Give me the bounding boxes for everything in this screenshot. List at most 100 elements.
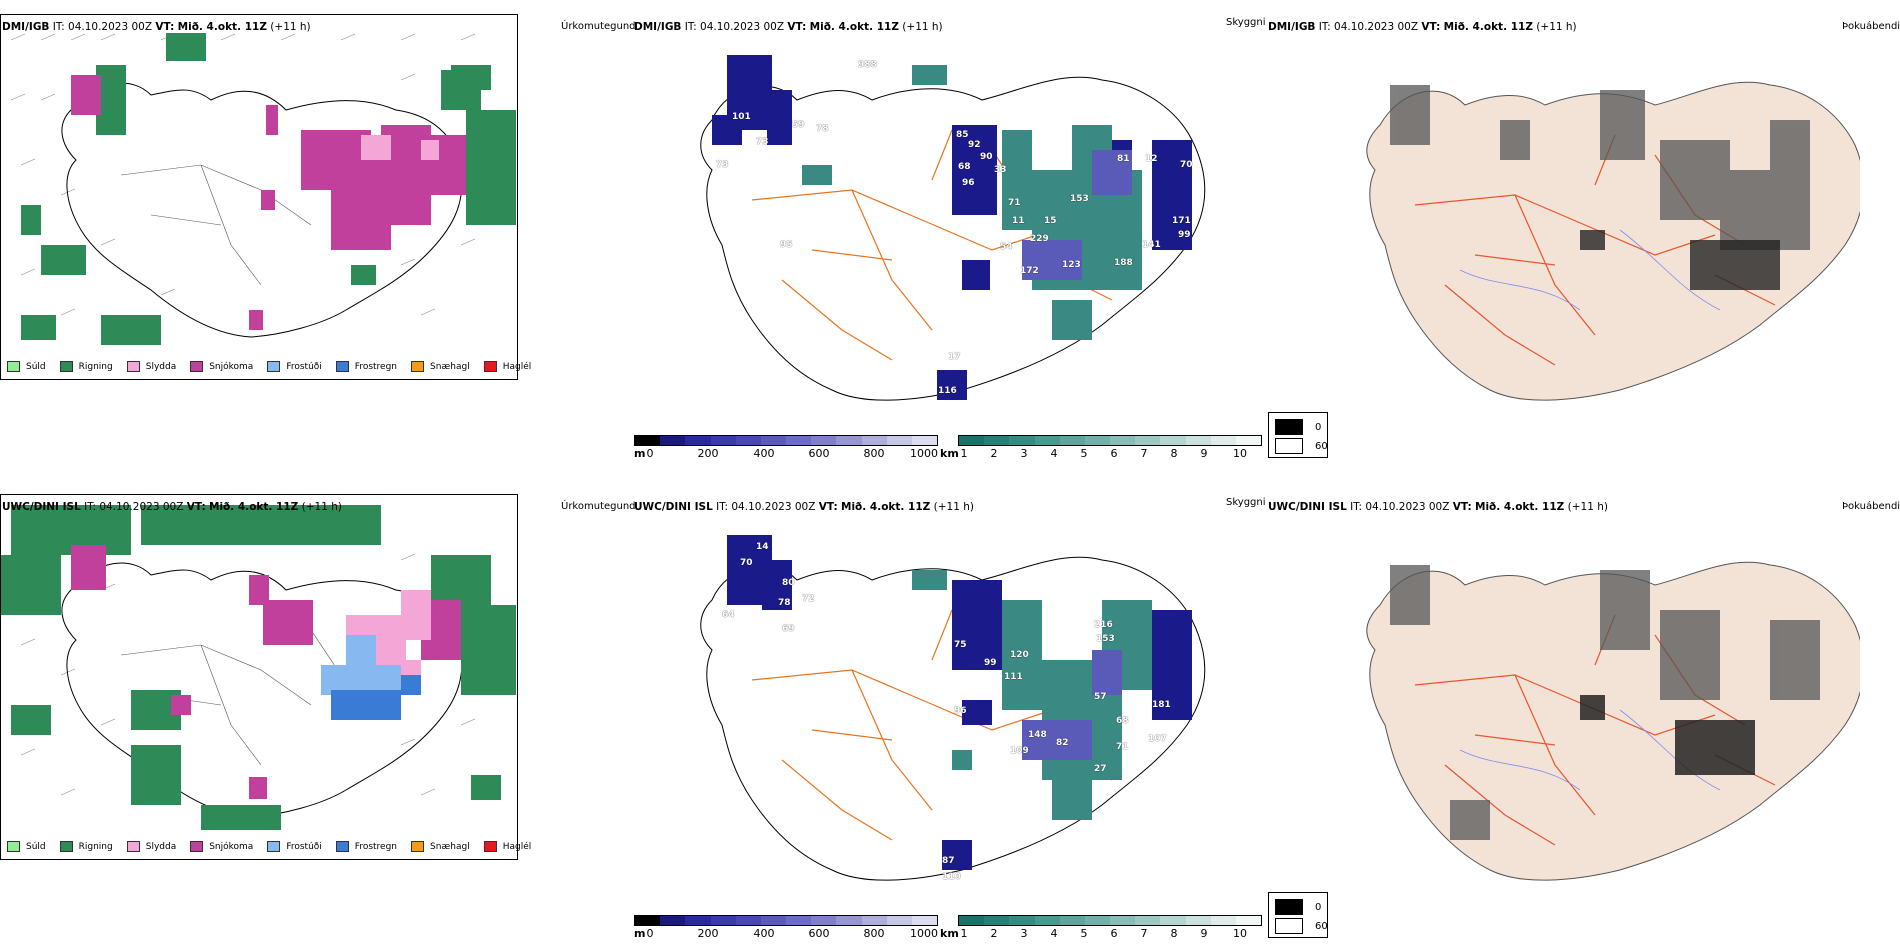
iceland-outline-top2	[700, 76, 1206, 401]
vis-label: 111	[1004, 672, 1023, 682]
vis-label: 153	[1070, 194, 1089, 204]
swatch-icon	[126, 841, 140, 852]
panel-title-visibility-bottom: UWC/DINI ISL IT: 04.10.2023 00Z VT: Mið.…	[634, 501, 974, 513]
legend-item-sleet: Slydda	[126, 361, 176, 372]
swatch-icon	[267, 841, 281, 852]
vis-label: 73	[716, 160, 729, 170]
vis-label: 68	[958, 162, 971, 172]
vis-m-colorbar-bottom	[634, 915, 938, 926]
vis-label: 107	[1148, 734, 1167, 744]
vis-label: 116	[938, 386, 957, 396]
precip-legend-bottom: Súld Rigning Slydda Snjókoma Frostúði Fr…	[7, 841, 545, 852]
precip-legend-top: Súld Rigning Slydda Snjókoma Frostúði Fr…	[7, 361, 545, 372]
vis-label: 95	[780, 240, 793, 250]
vis-label: 68	[1116, 716, 1129, 726]
vis-label: 33	[994, 165, 1007, 175]
vis-label: 123	[1062, 260, 1081, 270]
vis-label: 101	[732, 112, 751, 122]
panel-title-visibility-top: DMI/IGB IT: 04.10.2023 00Z VT: Mið. 4.ok…	[634, 21, 943, 33]
vis-km-colorbar-bottom	[958, 915, 1262, 926]
panel-title-precip-top: DMI/IGB IT: 04.10.2023 00Z VT: Mið. 4.ok…	[2, 21, 311, 33]
legend-item-snow-pellets: Snæhagl	[411, 361, 470, 372]
legend-item-freezing-drizzle: Frostúði	[267, 361, 322, 372]
vis-label: 54	[1000, 242, 1013, 252]
vis-label: 120	[1010, 650, 1029, 660]
vis-label: 80	[782, 578, 795, 588]
legend-item-freezing-rain: Frostregn	[335, 361, 397, 372]
vis-label: 15	[1044, 216, 1057, 226]
vis-label: 229	[1030, 234, 1049, 244]
swatch-icon	[267, 361, 281, 372]
swatch-icon	[411, 841, 425, 852]
legend-item-drizzle: Súld	[7, 841, 46, 852]
vis-km-unit: km	[940, 927, 959, 940]
swatch-icon	[411, 361, 425, 372]
fog-map-bottom	[1366, 561, 1860, 881]
panel-name-fog-bottom: Þokuábendi	[1842, 501, 1900, 512]
vis-label: 72	[802, 594, 815, 604]
precip-type-panel-top: Súld Rigning Slydda Snjókoma Frostúði Fr…	[0, 14, 531, 380]
vis-label: 81	[1117, 154, 1130, 164]
swatch-icon	[59, 361, 73, 372]
swatch-icon	[190, 361, 204, 372]
vis-label: 82	[1056, 738, 1069, 748]
vis-label: 171	[1172, 216, 1191, 226]
swatch-icon	[126, 361, 140, 372]
legend-item-snow: Snjókoma	[190, 841, 253, 852]
iceland-outline-top3	[1366, 81, 1860, 401]
vis-label: 78	[778, 598, 791, 608]
vis-km-ticks-top: 1 2 3 4 5 6 7 8 9 10	[960, 447, 1248, 460]
legend-item-rain: Rigning	[59, 361, 113, 372]
iceland-outline-bottom3	[1366, 561, 1860, 881]
fog-panel-bottom	[1300, 510, 1860, 910]
vis-label: 99	[984, 658, 997, 668]
vis-label: 27	[1094, 764, 1107, 774]
legend-item-hail: Haglél	[483, 361, 531, 372]
vis-label: 70	[740, 558, 753, 568]
legend-item-snow: Snjókoma	[190, 361, 253, 372]
vis-km-unit: km	[940, 447, 959, 460]
vis-m-unit: m	[634, 447, 646, 460]
vis-label: 73	[756, 137, 769, 147]
swatch-icon	[190, 841, 204, 852]
vis-label: 69	[782, 624, 795, 634]
swatch-icon	[1275, 918, 1303, 934]
swatch-icon	[59, 841, 73, 852]
iceland-outline-bottom1	[61, 562, 463, 818]
iceland-outline-top1	[61, 82, 463, 338]
vis-label: 78	[816, 124, 829, 134]
vis-m-ticks-bottom: 0 200 400 600 800 1000	[646, 927, 939, 940]
fog-panel-top	[1300, 30, 1860, 430]
panel-title-fog-bottom: UWC/DINI ISL IT: 04.10.2023 00Z VT: Mið.…	[1268, 501, 1608, 513]
fog-legend-bottom: 0 60	[1268, 892, 1328, 938]
legend-item-drizzle: Súld	[7, 361, 46, 372]
panel-title-precip-bottom: UWC/DINI ISL IT: 04.10.2023 00Z VT: Mið.…	[2, 501, 342, 513]
swatch-icon	[7, 361, 20, 372]
vis-label: 90	[980, 152, 993, 162]
vis-label: 57	[1094, 692, 1107, 702]
swatch-icon	[1275, 419, 1303, 435]
legend-item-sleet: Slydda	[126, 841, 176, 852]
precip-map-top	[10, 33, 516, 345]
vis-label: 109	[1010, 746, 1029, 756]
vis-label: 988	[858, 60, 877, 70]
precip-map-bottom	[1, 505, 516, 830]
vis-label: 188	[1114, 258, 1133, 268]
legend-item-freezing-rain: Frostregn	[335, 841, 397, 852]
swatch-icon	[335, 361, 349, 372]
swatch-icon	[483, 361, 497, 372]
vis-label: 14	[756, 542, 769, 552]
panel-name-fog-top: Þokuábendi	[1842, 21, 1900, 32]
vis-label: 70	[1180, 160, 1193, 170]
visibility-panel-top: 988 59 78 101 73 85 92 96 68 90 33 71 15…	[632, 30, 1260, 460]
panel-name-precip-top: Úrkomutegund	[561, 21, 636, 32]
vis-m-unit: m	[634, 927, 646, 940]
swatch-icon	[335, 841, 349, 852]
vis-label: 92	[968, 140, 981, 150]
vis-label: 153	[1096, 634, 1115, 644]
swatch-icon	[7, 841, 20, 852]
fog-map-top	[1366, 81, 1860, 401]
iceland-outline-bottom2	[700, 556, 1206, 881]
visibility-map-bottom	[700, 535, 1206, 881]
vis-label: 12	[1145, 154, 1158, 164]
